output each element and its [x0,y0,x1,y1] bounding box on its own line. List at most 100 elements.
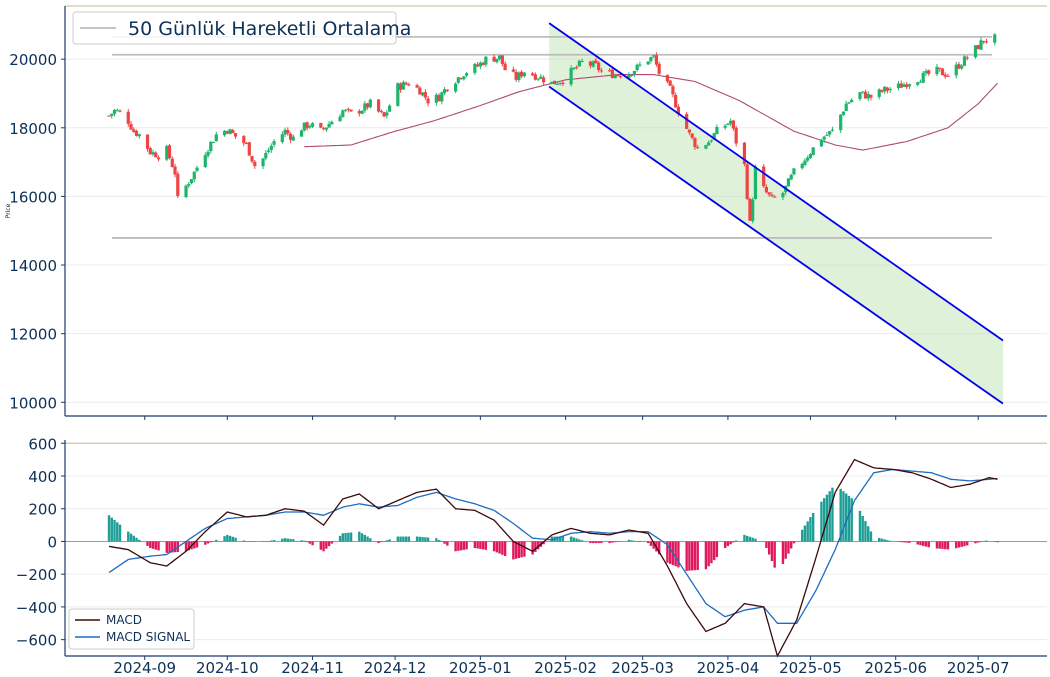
macd-histogram-bar [938,541,941,549]
macd-histogram-bar [767,541,771,555]
macd-histogram-bar [270,540,273,542]
macd-tick-label: −600 [16,632,57,650]
macd-histogram-bar [784,541,787,559]
candle-body [195,167,199,171]
candle-body [916,82,920,85]
macd-histogram-bar [250,541,254,542]
candle-body [440,92,444,102]
candle-body [883,86,887,92]
macd-histogram-bar [267,540,270,542]
candle-body [500,55,504,64]
candle-body [511,69,515,72]
x-tick-label: 2025-05 [779,659,842,677]
macd-histogram-bar [974,541,977,544]
candle-body [671,86,675,95]
candle-body [280,134,284,142]
x-tick-label: 2025-03 [611,659,674,677]
macd-histogram-bar [349,532,353,542]
candle-body [536,78,540,80]
candle-body [148,148,152,155]
macd-histogram-bar [209,541,212,543]
macd-histogram-bar [561,536,565,542]
macd-histogram-bar [107,515,111,542]
candle-body [841,111,846,115]
candle-body [165,146,169,160]
macd-histogram-bar [809,517,812,542]
macd-histogram-bar [193,541,196,549]
macd-histogram-bar [231,536,234,542]
candle-body [387,105,392,112]
candle-body [902,84,906,87]
macd-histogram-bar [600,541,603,544]
macd-panel: 600 400 200 0 −200 −400 −600 MACD MACD SIGNAL [16,435,1047,658]
macd-histogram-bar [281,538,284,542]
macd-histogram-bar [886,540,889,542]
macd-histogram-bar [514,541,518,559]
macd-histogram-bar [347,532,350,542]
macd-histogram-bar [358,531,361,542]
macd-histogram-bar [966,541,969,546]
macd-histogram-bar [503,541,507,556]
candle-body [588,61,592,66]
macd-histogram-bar [748,536,752,542]
candle-body [264,152,268,159]
candle-body [674,94,678,108]
macd-histogram-bar [187,541,190,551]
macd-histogram-bar [905,541,908,543]
macd-histogram-bar [688,541,691,571]
macd-histogram-bar [459,541,463,551]
candle-body [649,57,653,62]
candle-body [731,120,736,129]
macd-histogram-bar [465,541,468,550]
macd-histogram-bar [443,541,446,544]
candle-body [222,130,227,136]
candle-body [156,157,161,160]
candle-body [762,166,766,187]
macd-histogram-bar [572,537,576,542]
candle-body [825,134,829,136]
macd-histogram-bar [512,541,515,560]
macd-histogram-bar [440,541,444,542]
macd-histogram-bar [627,539,631,542]
macd-histogram-bar [457,541,460,551]
candle-body [877,89,881,97]
x-tick-label: 2025-02 [534,659,597,677]
price-tick-label: 10000 [9,394,57,412]
macd-histogram-bar [536,541,540,550]
candle-body [291,136,295,141]
macd-histogram-bar [113,519,116,542]
macd-tick-label: −200 [16,566,57,584]
candle-body [203,155,207,168]
price-panel: 10000 12000 14000 16000 18000 20000 Price 50 Gü… [5,5,1047,420]
macd-histogram-bar [982,541,985,542]
macd-histogram-bar [745,535,749,542]
candle-body [401,82,405,90]
macd-histogram-bar [215,539,218,542]
candle-body [654,55,659,65]
macd-histogram-bar [558,536,562,542]
macd-tick-label: 200 [28,501,57,519]
candle-body [767,192,771,195]
candle-body [696,147,700,149]
candle-body [638,64,642,66]
macd-histogram-bar [330,541,334,544]
macd-histogram-bar [234,537,237,542]
macd-histogram-bar [924,541,928,547]
macd-histogram-bar [979,541,983,542]
macd-histogram-bar [594,541,598,544]
candle-body [575,67,579,69]
macd-histogram-bar [707,541,710,567]
macd-histogram-bar [495,541,499,553]
macd-histogram-bar [462,541,466,550]
macd-histogram-bar [388,539,391,542]
macd-histogram-bar [272,540,276,542]
macd-histogram-bar [734,540,738,542]
candle-body [830,129,835,131]
candle-body [498,55,502,60]
macd-histogram-bar [146,541,149,546]
candle-body [580,61,584,63]
macd-histogram-bar [613,541,617,543]
macd-histogram-bar [322,541,325,552]
candle-body [685,113,689,129]
macd-histogram-bar [712,541,716,561]
